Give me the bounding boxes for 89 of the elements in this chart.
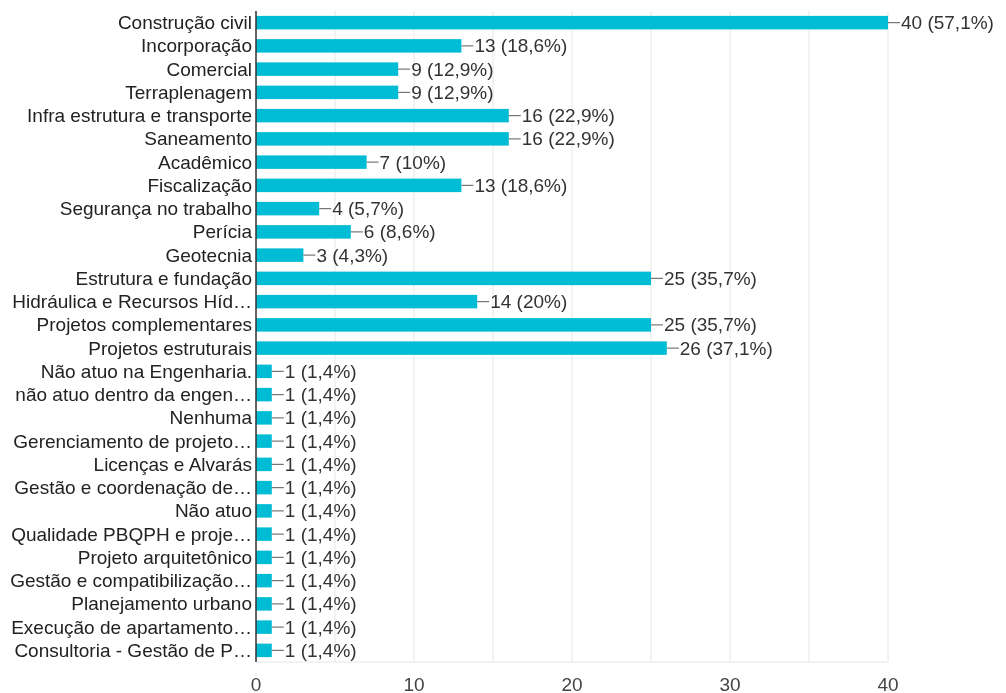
bar <box>256 387 272 402</box>
x-tick-label: 0 <box>250 673 262 693</box>
data-label: 7 (10%) <box>379 151 447 173</box>
x-tick-label: 10 <box>403 673 425 693</box>
y-tick-label: Qualidade PBQPH e proje… <box>11 523 252 545</box>
data-label: 9 (12,9%) <box>411 81 494 103</box>
y-tick-label: Geotecnia <box>165 244 253 266</box>
y-tick-label: Acadêmico <box>158 151 252 173</box>
y-tick-label: Terraplenagem <box>125 81 252 103</box>
data-label: 25 (35,7%) <box>664 314 757 336</box>
bar <box>256 527 272 541</box>
bar <box>256 225 351 239</box>
data-label: 1 (1,4%) <box>284 453 357 475</box>
bar <box>256 248 304 262</box>
y-tick-label: Projetos complementares <box>36 314 252 336</box>
data-label: 1 (1,4%) <box>284 570 357 592</box>
x-tick-label: 40 <box>877 673 899 693</box>
bar <box>256 132 509 146</box>
bar <box>256 364 272 379</box>
y-tick-label: Planejamento urbano <box>71 593 252 615</box>
data-label: 1 (1,4%) <box>284 360 357 382</box>
y-tick-label: Não atuo <box>174 500 252 522</box>
data-label: 1 (1,4%) <box>284 639 357 661</box>
y-tick-label: Gestão e coordenação de… <box>14 477 252 499</box>
y-tick-label: Perícia <box>192 221 253 243</box>
y-tick-label: Gerenciamento de projeto… <box>13 430 252 452</box>
bar <box>256 597 272 611</box>
data-label: 9 (12,9%) <box>411 58 494 80</box>
data-label: 4 (5,7%) <box>332 198 405 220</box>
bar <box>256 294 478 309</box>
bar <box>256 643 272 658</box>
data-label: 13 (18,6%) <box>474 174 568 196</box>
y-tick-label: Incorporação <box>141 35 252 57</box>
bar <box>256 434 272 448</box>
data-label: 40 (57,1%) <box>901 12 994 34</box>
data-label: 14 (20%) <box>490 291 568 313</box>
data-label: 1 (1,4%) <box>284 384 357 406</box>
bar <box>256 39 462 53</box>
data-label: 13 (18,6%) <box>474 35 568 57</box>
bar <box>256 480 272 495</box>
y-tick-label: Hidráulica e Recursos Híd… <box>12 291 252 313</box>
data-label: 1 (1,4%) <box>284 407 357 429</box>
data-label: 1 (1,4%) <box>284 477 357 499</box>
x-tick-label: 20 <box>561 673 583 693</box>
y-tick-label: Estrutura e fundação <box>75 267 252 289</box>
y-tick-label: Consultoria - Gestão de P… <box>14 639 252 661</box>
bar <box>256 341 667 355</box>
y-tick-label: não atuo dentro da engen… <box>15 384 252 406</box>
bar <box>256 573 272 588</box>
x-tick-label: 30 <box>719 673 741 693</box>
bar <box>256 178 462 193</box>
bar <box>256 85 399 100</box>
bar <box>256 201 320 216</box>
bar <box>256 271 651 286</box>
y-tick-label: Projeto arquitetônico <box>77 546 252 568</box>
y-tick-label: Licenças e Alvarás <box>93 453 252 475</box>
bar <box>256 15 888 30</box>
data-label: 1 (1,4%) <box>284 523 357 545</box>
bar <box>256 155 367 169</box>
data-label: 1 (1,4%) <box>284 500 357 522</box>
y-tick-label: Projetos estruturais <box>88 337 252 359</box>
data-label: 3 (4,3%) <box>316 244 389 266</box>
bar <box>256 318 651 332</box>
y-tick-label: Segurança no trabalho <box>59 198 252 220</box>
data-label: 1 (1,4%) <box>284 616 357 638</box>
data-label: 16 (22,9%) <box>521 105 615 127</box>
data-label: 6 (8,6%) <box>363 221 436 243</box>
y-tick-label: Construção civil <box>117 12 252 34</box>
bar <box>256 62 399 76</box>
y-tick-label: Infra estrutura e transporte <box>27 105 252 127</box>
data-label: 16 (22,9%) <box>521 128 615 150</box>
data-label: 1 (1,4%) <box>284 593 357 615</box>
y-tick-label: Não atuo na Engenharia. <box>40 360 252 382</box>
bar <box>256 108 509 123</box>
y-tick-label: Execução de apartamento… <box>11 616 252 638</box>
bar <box>256 550 272 565</box>
bar <box>256 457 272 472</box>
data-label: 1 (1,4%) <box>284 430 357 452</box>
data-label: 25 (35,7%) <box>664 267 757 289</box>
bar <box>256 411 272 425</box>
y-tick-label: Fiscalização <box>147 174 252 196</box>
bar <box>256 620 272 634</box>
data-label: 1 (1,4%) <box>284 546 357 568</box>
y-tick-label: Nenhuma <box>169 407 253 429</box>
y-tick-label: Comercial <box>166 58 252 80</box>
data-label: 26 (37,1%) <box>679 337 773 359</box>
y-tick-label: Gestão e compatibilização… <box>10 570 252 592</box>
bar <box>256 504 272 518</box>
y-tick-label: Saneamento <box>144 128 252 150</box>
